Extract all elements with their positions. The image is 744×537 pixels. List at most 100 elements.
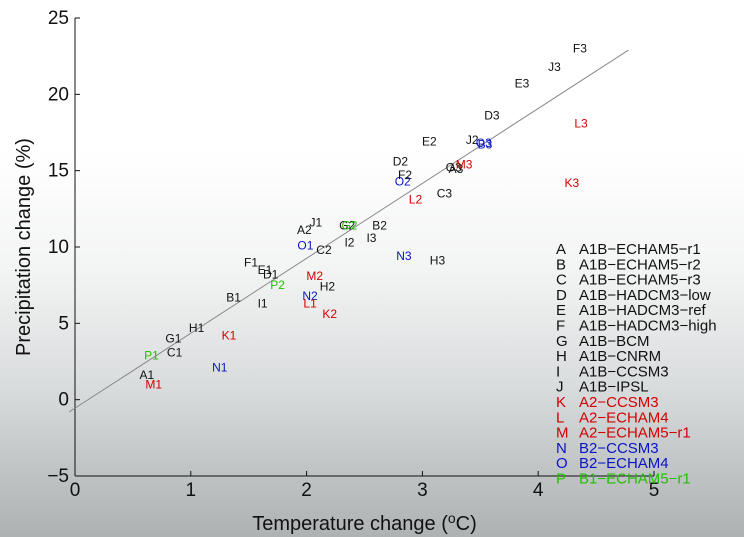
legend-entry-label: A1B−HADCM3−high bbox=[579, 318, 717, 335]
data-point-label: L3 bbox=[574, 116, 588, 130]
data-point-label: P1 bbox=[144, 348, 159, 362]
data-point-label: H2 bbox=[320, 280, 336, 294]
legend: A A1B−ECHAM5−r1 B A1B−ECHAM5−r2 C A1B−ECHAM5−… bbox=[556, 241, 717, 488]
legend-key: I bbox=[556, 363, 560, 380]
data-point-label: O1 bbox=[297, 238, 313, 252]
legend-key: M bbox=[556, 425, 569, 442]
legend-key: A bbox=[556, 241, 566, 258]
data-point-label: K1 bbox=[222, 329, 237, 343]
y-tick-label: −5 bbox=[47, 466, 69, 487]
data-point-label: K2 bbox=[322, 307, 337, 321]
data-point-label: G2 bbox=[341, 219, 357, 233]
x-tick-label: 2 bbox=[301, 480, 312, 501]
data-point-label: D3 bbox=[484, 109, 500, 123]
data-point-label: E1 bbox=[258, 263, 273, 277]
legend-key: F bbox=[556, 318, 565, 335]
legend-entry-label: A1B−ECHAM5−r1 bbox=[579, 241, 701, 258]
data-point-label: F1 bbox=[244, 255, 258, 269]
legend-key: K bbox=[556, 394, 566, 411]
data-point-label: M1 bbox=[145, 377, 162, 391]
data-point-label: A3 bbox=[449, 162, 464, 176]
legend-entry-label: B1−ECHAM5−r1 bbox=[579, 471, 691, 488]
data-point-label: A1 bbox=[139, 368, 154, 382]
legend-entry-label: A2−ECHAM5−r1 bbox=[579, 425, 691, 442]
y-tick-label: 0 bbox=[58, 390, 69, 411]
data-point-label: I3 bbox=[366, 231, 376, 245]
data-point-label: O3 bbox=[476, 136, 492, 150]
data-point-label: I2 bbox=[344, 235, 354, 249]
legend-entry-label: A1B−IPSL bbox=[579, 379, 649, 396]
data-point-label: P2 bbox=[270, 278, 285, 292]
legend-key: C bbox=[556, 272, 567, 289]
legend-entry-label: B2−CCSM3 bbox=[579, 440, 659, 457]
data-point-label: B2 bbox=[372, 219, 387, 233]
data-point-label: H3 bbox=[430, 254, 446, 268]
data-point-label: A2 bbox=[297, 223, 312, 237]
data-point-label: F3 bbox=[573, 42, 587, 56]
data-point-label: M3 bbox=[456, 158, 473, 172]
data-point-label: N2 bbox=[302, 289, 318, 303]
legend-key: H bbox=[556, 348, 567, 365]
data-point-label: G2 bbox=[339, 219, 355, 233]
data-point-label: C2 bbox=[316, 243, 332, 257]
data-point-label: L1 bbox=[303, 296, 317, 310]
x-tick-label: 0 bbox=[70, 480, 81, 501]
data-point-label: C1 bbox=[167, 345, 183, 359]
legend-entry-label: B2−ECHAM4 bbox=[579, 455, 669, 472]
y-tick-label: 25 bbox=[48, 8, 69, 29]
data-point-label: I1 bbox=[258, 296, 268, 310]
legend-entry-label: A1B−HADCM3−ref bbox=[579, 302, 707, 319]
data-point-label: M2 bbox=[306, 269, 323, 283]
data-point-label: C3 bbox=[437, 187, 453, 201]
legend-entry-label: A1B−BCM bbox=[579, 333, 649, 350]
legend-key: E bbox=[556, 302, 566, 319]
legend-key: B bbox=[556, 256, 566, 273]
data-point-label: D1 bbox=[263, 267, 279, 281]
data-point-label: J3 bbox=[548, 60, 561, 74]
data-point-label: B3 bbox=[478, 138, 493, 152]
data-point-label: B1 bbox=[226, 290, 241, 304]
legend-key: P bbox=[556, 471, 566, 488]
trend-line bbox=[68, 49, 629, 413]
legend-key: L bbox=[556, 409, 564, 426]
legend-key: J bbox=[556, 379, 564, 396]
legend-entry-label: A1B−CCSM3 bbox=[579, 363, 669, 380]
legend-key: D bbox=[556, 287, 567, 304]
data-point-label: J2 bbox=[466, 133, 479, 147]
legend-key: G bbox=[556, 333, 568, 350]
legend-entry-label: A1B−CNRM bbox=[579, 348, 661, 365]
data-point-label: K3 bbox=[564, 176, 579, 190]
legend-entry-label: A1B−HADCM3−low bbox=[579, 287, 711, 304]
data-point-label: O2 bbox=[395, 174, 411, 188]
data-point-label: G1 bbox=[165, 332, 181, 346]
x-tick-label: 5 bbox=[649, 480, 660, 501]
data-point-label: E2 bbox=[422, 135, 437, 149]
legend-entry-label: A2−ECHAM4 bbox=[579, 409, 669, 426]
y-tick-label: 20 bbox=[48, 84, 69, 105]
y-tick-label: 10 bbox=[48, 237, 69, 258]
legend-key: N bbox=[556, 440, 567, 457]
y-tick-label: 15 bbox=[48, 161, 69, 182]
legend-key: O bbox=[556, 455, 568, 472]
data-point-label: E3 bbox=[515, 77, 530, 91]
data-point-label: J1 bbox=[310, 216, 323, 230]
legend-entry-label: A1B−ECHAM5−r3 bbox=[579, 272, 701, 289]
legend-entry-label: A2−CCSM3 bbox=[579, 394, 659, 411]
x-axis-title: Temperature change (oC) bbox=[252, 510, 477, 535]
data-point-label: N1 bbox=[212, 361, 228, 375]
x-tick-label: 1 bbox=[186, 480, 197, 501]
y-tick-label: 5 bbox=[58, 313, 69, 334]
y-axis-title: Precipitation change (%) bbox=[13, 138, 35, 356]
data-point-label: F2 bbox=[398, 168, 412, 182]
data-point-label: G3 bbox=[446, 161, 462, 175]
x-tick-label: 4 bbox=[533, 480, 544, 501]
x-tick-label: 3 bbox=[417, 480, 428, 501]
data-point-label: H1 bbox=[189, 321, 205, 335]
data-point-label: L2 bbox=[409, 193, 423, 207]
data-point-label: N3 bbox=[396, 249, 412, 263]
legend-entry-label: A1B−ECHAM5−r2 bbox=[579, 256, 701, 273]
data-point-label: D2 bbox=[393, 155, 409, 169]
